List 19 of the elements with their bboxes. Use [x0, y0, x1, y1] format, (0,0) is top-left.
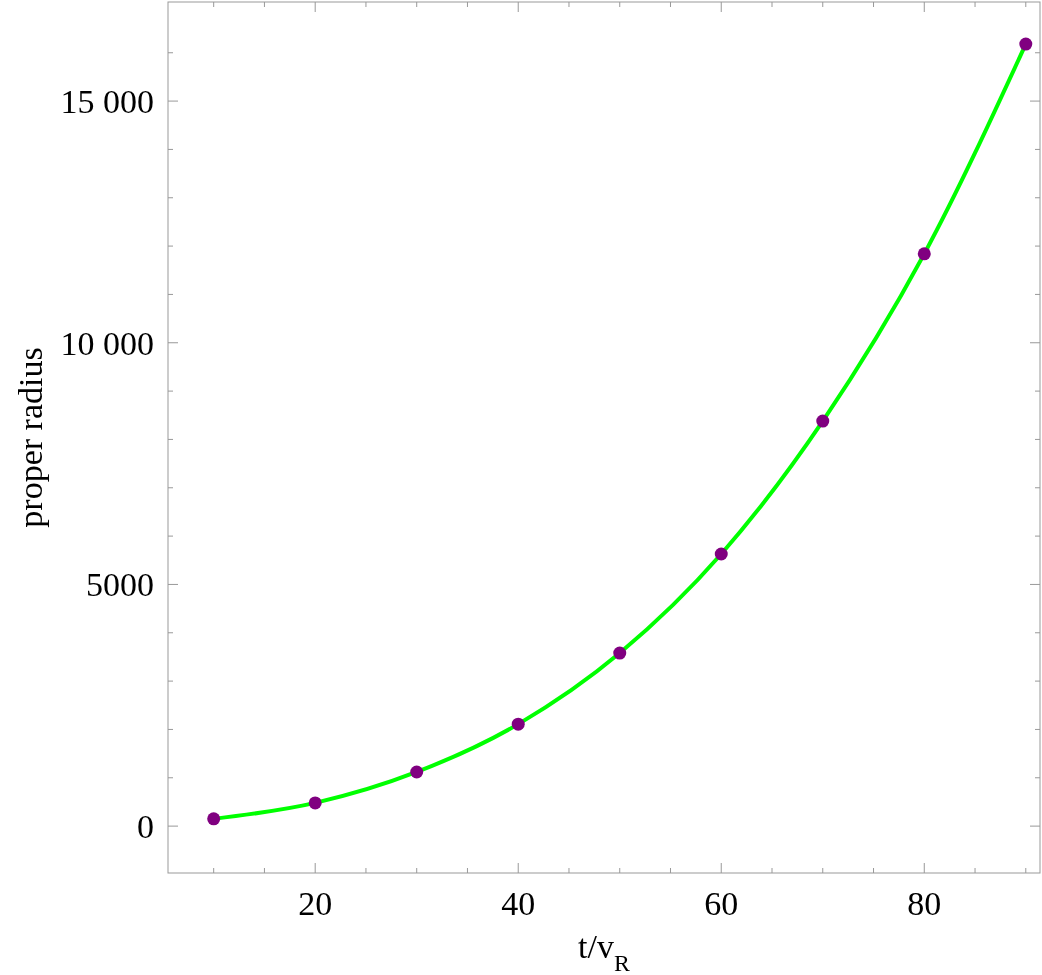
x-tick-label: 60 [704, 885, 739, 922]
point [207, 812, 221, 826]
point [816, 414, 830, 428]
point [410, 765, 424, 779]
y-tick-label: 0 [137, 808, 154, 846]
x-tick-label: 20 [298, 885, 333, 922]
y-axis-title: proper radius [12, 347, 49, 528]
x-tick-label: 80 [907, 885, 942, 922]
point [308, 796, 322, 810]
x-tick-label: 40 [501, 885, 536, 922]
x-axis-title: t/v$_{R}$ [578, 928, 631, 975]
y-tick-label: 5000 [86, 566, 154, 604]
point [917, 247, 931, 261]
point [714, 547, 728, 561]
point [511, 717, 525, 731]
point [613, 646, 627, 660]
y-tick-label: 15 000 [60, 83, 154, 121]
y-tick-label: 10 000 [60, 324, 154, 362]
point [1019, 37, 1033, 51]
